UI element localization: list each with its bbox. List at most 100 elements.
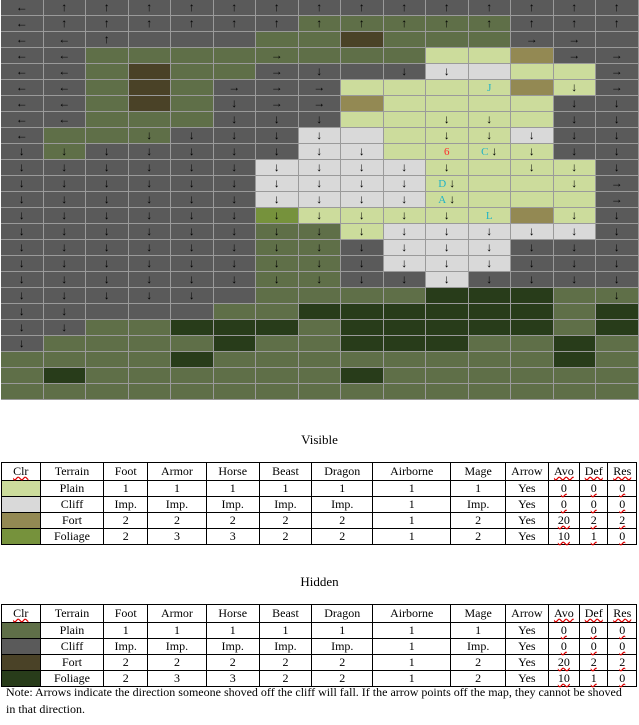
table-cell: 2 [147, 512, 207, 529]
map-cell: ↓ [213, 128, 256, 144]
map-cell: ↓ [596, 96, 639, 112]
map-cell: ↑ [383, 16, 426, 32]
table-cell: 2 [607, 654, 637, 671]
map-cell [171, 112, 214, 128]
column-header: Avo [547, 604, 581, 623]
map-cell: ↓ [298, 64, 341, 80]
map-cell: ↓ [213, 272, 256, 288]
map-cell [341, 304, 384, 320]
map-cell [256, 384, 299, 400]
table-cell: Imp. [205, 496, 260, 513]
table-cell: 2 [450, 528, 507, 545]
table-cell: 2 [579, 512, 609, 529]
map-cell [468, 32, 511, 48]
map-cell [298, 352, 341, 368]
column-header: Horse [205, 604, 260, 623]
map-cell [426, 336, 469, 352]
map-cell: ← [43, 48, 86, 64]
map-cell [86, 352, 129, 368]
map-cell: ↑ [256, 0, 299, 16]
map-cell: ↓ [511, 240, 554, 256]
table-cell: 2 [450, 670, 507, 687]
map-cell: ↓ [426, 160, 469, 176]
map-cell [511, 80, 554, 96]
map-cell [468, 176, 511, 192]
map-cell [128, 320, 171, 336]
table-cell: 2 [103, 654, 149, 671]
table-cell: 10 [547, 670, 581, 687]
map-cell [426, 320, 469, 336]
map-cell: ↓ [256, 144, 299, 160]
map-cell: ↓ [213, 208, 256, 224]
column-header: Arrow [505, 462, 549, 481]
map-cell [511, 208, 554, 224]
table-cell: Yes [505, 496, 549, 513]
map-cell [383, 304, 426, 320]
map-cell [213, 384, 256, 400]
map-cell [86, 48, 129, 64]
map-cell [596, 352, 639, 368]
map-cell [341, 80, 384, 96]
map-cell [128, 48, 171, 64]
map-cell: ↓ [1, 336, 44, 352]
map-cell [213, 368, 256, 384]
map-cell: ↓ [128, 176, 171, 192]
table-cell: 2 [607, 512, 637, 529]
map-cell: ↓ [171, 176, 214, 192]
map-cell [511, 384, 554, 400]
table-cell: 0 [579, 638, 609, 655]
map-cell: ↓ [383, 64, 426, 80]
map-cell: ↓ [213, 112, 256, 128]
table-cell: Fort [39, 512, 105, 529]
column-header: Airborne [372, 462, 452, 481]
map-cell: ↓ [213, 176, 256, 192]
map-cell [341, 32, 384, 48]
map-cell [468, 368, 511, 384]
map-cell: ← [1, 48, 44, 64]
map-cell: ↓ [1, 144, 44, 160]
map-cell [468, 352, 511, 368]
map-cell [86, 96, 129, 112]
terrain-row: Foliage 2 3 3 2 2 1 2 Yes 10 1 0 [1, 528, 637, 545]
map-cell [341, 64, 384, 80]
column-header: Res [607, 462, 637, 481]
map-cell: → [596, 176, 639, 192]
column-header: Armor [147, 462, 207, 481]
map-cell: ↑ [86, 16, 129, 32]
map-cell: ↓ [86, 240, 129, 256]
table-cell: 1 [205, 480, 260, 497]
table-cell: Yes [505, 638, 549, 655]
map-cell: → [213, 80, 256, 96]
map-cell [128, 96, 171, 112]
map-cell [596, 320, 639, 336]
map-cell: ↑ [468, 0, 511, 16]
map-cell [256, 32, 299, 48]
map-cell: ↓ [383, 224, 426, 240]
terrain-row: Cliff Imp. Imp. Imp. Imp. Imp. 1 Imp. Yes 0 0 0 [1, 638, 637, 655]
table-cell: 1 [372, 622, 452, 639]
map-cell: ↓ [1, 208, 44, 224]
visible-header-row: Clr Terrain Foot Armor Horse Beast Dragon Airbo… [1, 462, 637, 481]
table-cell: 0 [547, 480, 581, 497]
map-cell: ↓ [86, 256, 129, 272]
map-cell: ↓ [86, 192, 129, 208]
table-cell: Cliff [39, 638, 105, 655]
table-cell: 1 [103, 480, 149, 497]
map-cell: ↓ [43, 144, 86, 160]
map-cell [86, 80, 129, 96]
table-cell: Imp. [147, 638, 207, 655]
map-cell: ↓ [86, 208, 129, 224]
map-cell: ↑ [171, 16, 214, 32]
map-cell [213, 320, 256, 336]
map-cell [86, 320, 129, 336]
map-cell [86, 128, 129, 144]
map-cell [43, 384, 86, 400]
table-cell: 2 [258, 512, 313, 529]
map-cell: ← [43, 64, 86, 80]
map-cell [426, 368, 469, 384]
map-cell [128, 80, 171, 96]
map-cell: ↓ [426, 272, 469, 288]
map-cell: ↓ [383, 256, 426, 272]
map-cell: ↓ [596, 144, 639, 160]
map-cell [256, 352, 299, 368]
